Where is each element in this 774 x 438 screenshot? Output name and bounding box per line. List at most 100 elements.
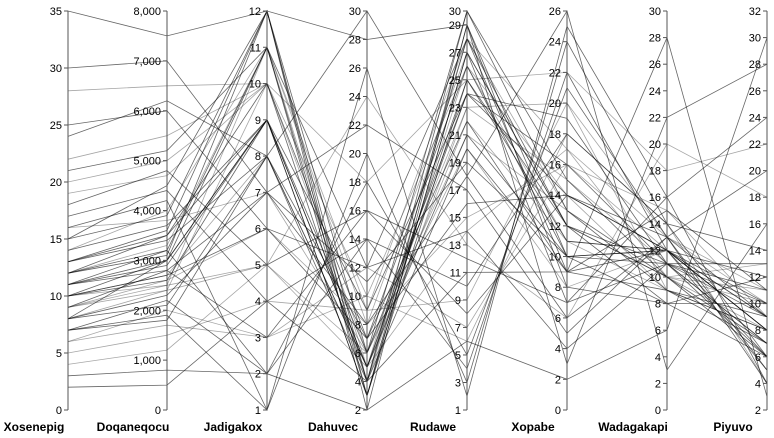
tick-label: 22	[649, 112, 661, 124]
tick-label: 6	[255, 224, 261, 236]
tick-label: 12	[649, 245, 661, 257]
data-line-49	[67, 148, 768, 368]
tick-label: 6	[555, 313, 561, 325]
tick-label: 7	[455, 322, 461, 334]
data-line-25	[67, 65, 768, 344]
tick-label: 15	[50, 234, 62, 246]
tick-label: 3	[455, 377, 461, 389]
tick-label: 4	[355, 377, 361, 389]
tick-label: 4,000	[133, 206, 161, 218]
tick-label: 27	[449, 47, 461, 59]
tick-label: 10	[249, 79, 261, 91]
tick-label: 0	[155, 405, 161, 417]
tick-label: 12	[549, 221, 561, 233]
tick-label: 14	[349, 234, 361, 246]
tick-label: 1	[455, 405, 461, 417]
tick-label: 9	[455, 295, 461, 307]
data-line-47	[67, 65, 768, 344]
tick-label: 18	[649, 166, 661, 178]
data-line-27	[67, 147, 768, 383]
tick-label: 10	[349, 291, 361, 303]
tick-label: 6	[655, 325, 661, 337]
tick-label: 24	[349, 92, 361, 104]
data-line-34	[67, 82, 768, 355]
data-line-11	[67, 110, 767, 350]
data-line-12	[67, 78, 768, 398]
tick-label: 2	[355, 405, 361, 417]
tick-label: 4	[555, 344, 561, 356]
tick-label: 8,000	[133, 6, 161, 18]
data-line-44	[67, 37, 768, 411]
data-line-38	[67, 37, 768, 358]
tick-label: 26	[749, 86, 761, 98]
tick-label: 35	[50, 6, 62, 18]
data-line-40	[67, 120, 768, 369]
data-line-29	[67, 133, 768, 358]
tick-label: 28	[749, 59, 761, 71]
data-line-42	[67, 36, 768, 397]
tick-label: 18	[349, 177, 361, 189]
tick-label: 24	[749, 112, 761, 124]
data-line-35	[67, 194, 768, 384]
tick-label: 17	[449, 185, 461, 197]
tick-label: 3	[255, 332, 261, 344]
data-line-36	[67, 51, 768, 398]
tick-label: 5	[455, 350, 461, 362]
tick-label: 8	[355, 320, 361, 332]
tick-label: 26	[549, 6, 561, 18]
tick-label: 8	[555, 282, 561, 294]
tick-label: 20	[50, 177, 62, 189]
tick-label: 32	[749, 6, 761, 18]
tick-label: 25	[449, 75, 461, 87]
tick-label: 22	[549, 67, 561, 79]
tick-label: 20	[549, 98, 561, 110]
axis-title: Doqaneqocu	[97, 420, 170, 434]
axis-title: Rudawe	[410, 420, 456, 434]
tick-label: 7,000	[133, 56, 161, 68]
data-line-43	[67, 71, 768, 183]
tick-label: 4	[755, 378, 761, 390]
tick-label: 16	[349, 206, 361, 218]
tick-label: 5	[255, 260, 261, 272]
tick-label: 12	[749, 272, 761, 284]
tick-label: 10	[549, 252, 561, 264]
tick-label: 20	[349, 149, 361, 161]
tick-label: 29	[449, 20, 461, 32]
tick-label: 24	[649, 86, 661, 98]
tick-label: 22	[749, 139, 761, 151]
data-line-20	[67, 60, 768, 334]
tick-label: 30	[749, 33, 761, 45]
tick-label: 26	[349, 63, 361, 75]
axis-doqaneqocu: 0 1,000 2,000 3,000 4,000 5,000 6,000 7,000 8,00…	[97, 6, 170, 434]
tick-label: 1,000	[133, 355, 161, 367]
data-line-5	[67, 9, 768, 411]
tick-label: 8	[755, 325, 761, 337]
data-line-37	[67, 164, 768, 326]
axis-title: Wadagakapi	[598, 420, 668, 434]
tick-label: 2	[555, 374, 561, 386]
tick-label: 2	[655, 378, 661, 390]
data-line-15	[67, 170, 768, 384]
tick-label: 22	[349, 120, 361, 132]
tick-label: 28	[349, 35, 361, 47]
tick-label: 23	[449, 102, 461, 114]
data-line-19	[67, 46, 768, 326]
tick-label: 18	[749, 192, 761, 204]
data-lines	[67, 9, 768, 412]
tick-label: 4	[255, 296, 261, 308]
tick-label: 20	[649, 139, 661, 151]
tick-label: 8	[255, 151, 261, 163]
data-line-22	[67, 163, 768, 342]
data-line-9	[67, 120, 768, 340]
axis-xosenepig: 0 5 10 15 20 25 30 35 Xosenepig	[4, 6, 69, 434]
tick-label: 24	[549, 37, 561, 49]
tick-label: 12	[349, 263, 361, 275]
tick-label: 0	[56, 405, 62, 417]
tick-label: 21	[449, 130, 461, 142]
